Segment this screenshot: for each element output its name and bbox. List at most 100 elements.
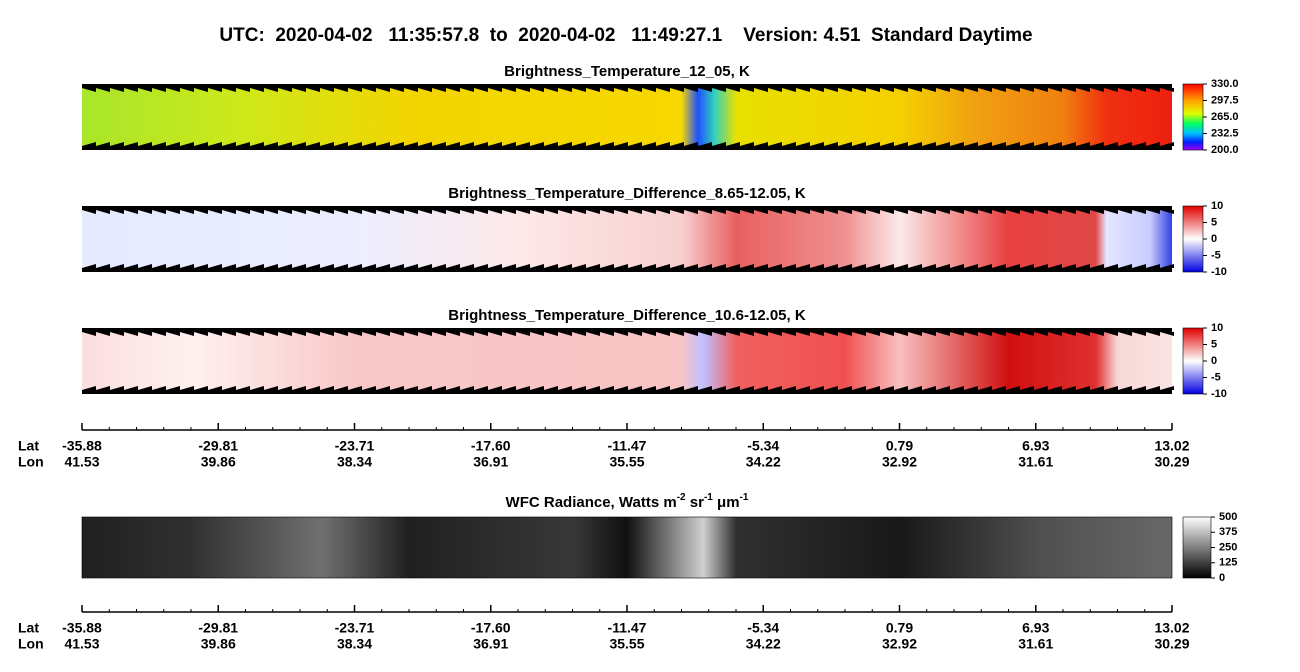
strip-sawtooth — [1034, 210, 1048, 214]
strip-sawtooth — [446, 210, 460, 214]
strip-sawtooth — [152, 210, 166, 214]
strip-sawtooth — [110, 142, 124, 146]
strip-sawtooth — [1146, 210, 1160, 214]
strip-sawtooth — [586, 210, 600, 214]
strip-sawtooth — [1020, 332, 1034, 336]
strip-sawtooth — [432, 264, 446, 268]
strip-sawtooth — [516, 210, 530, 214]
strip-sawtooth — [586, 386, 600, 390]
strip-sawtooth — [894, 142, 908, 146]
strip-sawtooth — [1104, 142, 1118, 146]
strip-sawtooth — [950, 88, 964, 92]
strip-sawtooth — [600, 264, 614, 268]
strip-sawtooth — [1048, 210, 1062, 214]
strip-sawtooth — [404, 210, 418, 214]
strip-sawtooth — [194, 142, 208, 146]
strip-sawtooth — [208, 332, 222, 336]
strip-sawtooth — [1062, 210, 1076, 214]
strip-sawtooth — [1146, 264, 1160, 268]
strip-sawtooth — [278, 142, 292, 146]
strip-sawtooth — [600, 386, 614, 390]
strip-sawtooth — [1062, 386, 1076, 390]
colorbar-label: 330.0 — [1211, 78, 1239, 90]
colorbar-label: 10 — [1211, 200, 1223, 212]
strip-sawtooth — [964, 210, 978, 214]
strip-sawtooth — [740, 386, 754, 390]
colorbar-label: 5 — [1211, 338, 1217, 350]
strip-sawtooth — [404, 386, 418, 390]
strip-sawtooth — [1146, 142, 1160, 146]
strip-sawtooth — [152, 386, 166, 390]
strip-sawtooth — [1076, 210, 1090, 214]
strip-sawtooth — [250, 142, 264, 146]
strip-sawtooth — [460, 142, 474, 146]
strip-sawtooth — [950, 264, 964, 268]
strip-border — [82, 84, 1172, 88]
strip-sawtooth — [740, 88, 754, 92]
strip-sawtooth — [712, 142, 726, 146]
strip-sawtooth — [600, 332, 614, 336]
strip-sawtooth — [726, 332, 740, 336]
strip-sawtooth — [208, 210, 222, 214]
strip-sawtooth — [838, 264, 852, 268]
strip-sawtooth — [810, 332, 824, 336]
strip-sawtooth — [1034, 332, 1048, 336]
strip-sawtooth — [1076, 142, 1090, 146]
strip-sawtooth — [488, 88, 502, 92]
strip-sawtooth — [768, 332, 782, 336]
strip-sawtooth — [698, 332, 712, 336]
strip-sawtooth — [1076, 264, 1090, 268]
strip-sawtooth — [222, 264, 236, 268]
strip-sawtooth — [278, 386, 292, 390]
strip-sawtooth — [544, 142, 558, 146]
lon-value: 32.92 — [882, 636, 917, 652]
strip-sawtooth — [320, 386, 334, 390]
strip-sawtooth — [138, 332, 152, 336]
strip-sawtooth — [1104, 332, 1118, 336]
strip-sawtooth — [166, 386, 180, 390]
strip-sawtooth — [460, 332, 474, 336]
strip-sawtooth — [488, 332, 502, 336]
title-part: -2 — [677, 492, 686, 503]
lat-label: Lat — [18, 438, 39, 454]
strip-sawtooth — [348, 142, 362, 146]
strip-sawtooth — [866, 264, 880, 268]
lat-value: -17.60 — [471, 438, 511, 454]
strip-sawtooth — [936, 142, 950, 146]
lat-value: 6.93 — [1022, 620, 1049, 636]
strip-sawtooth — [418, 386, 432, 390]
strip-sawtooth — [712, 88, 726, 92]
strip-sawtooth — [894, 332, 908, 336]
strip-sawtooth — [1076, 88, 1090, 92]
strip-sawtooth — [908, 264, 922, 268]
strip-sawtooth — [922, 332, 936, 336]
panel-title: Brightness_Temperature_Difference_8.65-1… — [448, 185, 806, 202]
strip-sawtooth — [978, 332, 992, 336]
strip-sawtooth — [166, 210, 180, 214]
strip-sawtooth — [376, 142, 390, 146]
colorbar-label: -10 — [1211, 388, 1227, 400]
panel-title: WFC Radiance, Watts m-2 sr-1 μm-1 — [506, 492, 749, 511]
strip-sawtooth — [404, 88, 418, 92]
strip-sawtooth — [810, 264, 824, 268]
lon-value: 34.22 — [746, 454, 781, 470]
strip-sawtooth — [838, 386, 852, 390]
strip-sawtooth — [1006, 88, 1020, 92]
strip-sawtooth — [502, 332, 516, 336]
strip-sawtooth — [530, 386, 544, 390]
strip-sawtooth — [936, 264, 950, 268]
strip-sawtooth — [796, 88, 810, 92]
strip-sawtooth — [894, 386, 908, 390]
strip-sawtooth — [726, 264, 740, 268]
strip-sawtooth — [544, 332, 558, 336]
strip-sawtooth — [670, 386, 684, 390]
colorbar-label: 0 — [1219, 572, 1225, 584]
strip-border — [82, 390, 1172, 394]
strip-sawtooth — [208, 264, 222, 268]
strip-sawtooth — [852, 332, 866, 336]
strip-sawtooth — [404, 264, 418, 268]
strip-sawtooth — [978, 386, 992, 390]
lat-value: -29.81 — [198, 620, 238, 636]
strip-sawtooth — [1020, 142, 1034, 146]
strip-sawtooth — [964, 332, 978, 336]
